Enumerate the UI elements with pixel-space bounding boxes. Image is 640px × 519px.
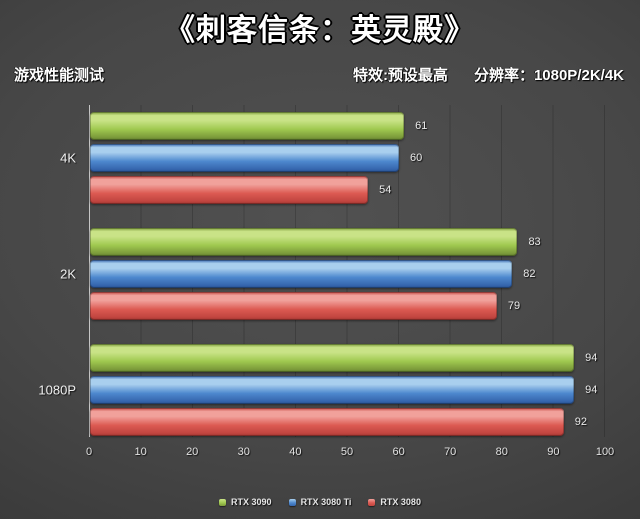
- legend-item-rtx-3080: RTX 3080: [368, 497, 421, 507]
- plot-area: 4K 61 60 54 2K 83 82 79 1080P 94 94 92: [38, 105, 605, 437]
- bar-row: 94: [90, 344, 605, 372]
- category-label-1080p: 1080P: [38, 382, 76, 398]
- bar-rtx-3090-1080p: [90, 344, 575, 372]
- bar-group-2k: 2K 83 82 79: [60, 228, 605, 320]
- x-tick-10: 10: [134, 446, 147, 458]
- bar-row: 82: [90, 260, 605, 288]
- bar-group-1080p: 1080P 94 94 92: [38, 344, 605, 436]
- subtitle-resolution-label: 分辨率：1080P/2K/4K: [473, 67, 624, 84]
- bar-rtx-3090-4k: [90, 112, 405, 140]
- legend-swatch-icon: [219, 498, 227, 506]
- subtitle-test-label: 游戏性能测试: [14, 67, 105, 84]
- legend-label-rtx-3080-ti: RTX 3080 Ti: [300, 497, 352, 507]
- bar-row: 79: [90, 292, 605, 320]
- bar-rtx-3080-2k: [90, 292, 497, 320]
- x-tick-100: 100: [595, 446, 615, 458]
- bar-value-rtx-3080-1080p: 92: [574, 416, 588, 428]
- bar-rtx-3080-ti-1080p: [90, 376, 575, 404]
- x-tick-70: 70: [444, 446, 457, 458]
- bar-value-rtx-3080-4k: 54: [379, 184, 392, 196]
- legend-item-rtx-3090: RTX 3090: [219, 497, 272, 507]
- x-axis: 0 10 20 30 40 50 60 70 80 90 100: [85, 446, 614, 462]
- bar-value-rtx-3090-4k: 61: [415, 120, 428, 132]
- bar-row: 54: [90, 176, 605, 204]
- bar-rtx-3080-4k: [90, 176, 369, 204]
- bar-value-rtx-3080-2k: 79: [507, 300, 521, 312]
- bar-value-rtx-3090-2k: 83: [528, 236, 541, 248]
- bar-rtx-3080-ti-2k: [90, 260, 513, 288]
- bar-group-4k: 4K 61 60 54: [60, 112, 605, 204]
- legend-swatch-icon: [288, 498, 296, 506]
- x-tick-50: 50: [340, 446, 354, 458]
- subtitle-row: 游戏性能测试 特效:预设最高 分辨率：1080P/2K/4K: [0, 64, 640, 85]
- x-tick-40: 40: [289, 446, 302, 458]
- bar-row: 83: [90, 228, 605, 256]
- bar-rtx-3080-1080p: [90, 408, 564, 436]
- legend-label-rtx-3080: RTX 3080: [380, 497, 421, 507]
- subtitle-effects-label: 特效:预设最高: [352, 67, 448, 84]
- category-label-4k: 4K: [60, 150, 76, 166]
- chart-title: 《刺客信条：英灵殿》: [165, 14, 475, 47]
- category-label-2k: 2K: [60, 266, 76, 282]
- subtitle-settings: 特效:预设最高 分辨率：1080P/2K/4K: [353, 64, 624, 85]
- x-tick-60: 60: [392, 446, 405, 458]
- x-tick-0: 0: [85, 446, 93, 458]
- bar-row: 60: [90, 144, 605, 172]
- legend-item-rtx-3080-ti: RTX 3080 Ti: [288, 497, 352, 507]
- bar-value-rtx-3090-1080p: 94: [585, 352, 598, 364]
- x-tick-20: 20: [186, 446, 199, 458]
- x-tick-90: 90: [547, 446, 560, 458]
- bar-row: 94: [90, 376, 605, 404]
- bar-value-rtx-3080-ti-2k: 82: [523, 268, 536, 280]
- bar-value-rtx-3080-ti-4k: 60: [410, 152, 423, 164]
- bar-value-rtx-3080-ti-1080p: 94: [585, 384, 598, 396]
- legend: RTX 3090 RTX 3080 Ti RTX 3080: [0, 497, 640, 507]
- x-tick-80: 80: [495, 446, 508, 458]
- bar-rtx-3090-2k: [90, 228, 518, 256]
- bar-rtx-3080-ti-4k: [90, 144, 399, 172]
- legend-swatch-icon: [368, 498, 376, 506]
- bar-row: 92: [90, 408, 605, 436]
- legend-label-rtx-3090: RTX 3090: [231, 497, 272, 507]
- bar-row: 61: [90, 112, 605, 140]
- x-tick-30: 30: [237, 446, 250, 458]
